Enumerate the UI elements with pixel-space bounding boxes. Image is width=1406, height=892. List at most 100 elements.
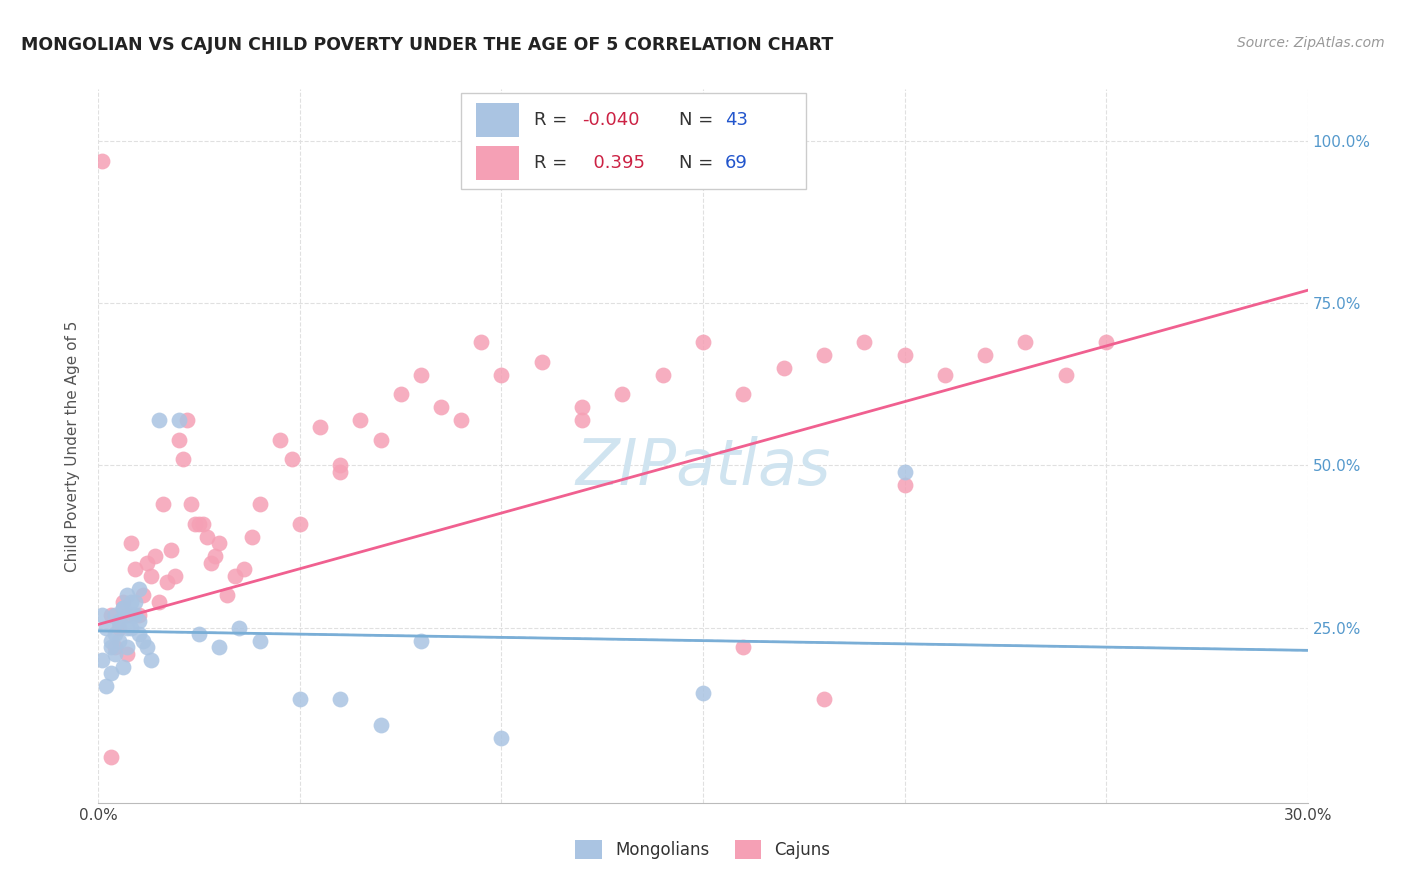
Point [128, 607, 150, 622]
Point [329, 458, 352, 473]
Point [329, 465, 352, 479]
Point [156, 575, 179, 590]
Point [470, 335, 492, 350]
Point [111, 659, 134, 673]
Point [91, 153, 114, 168]
Point [193, 516, 215, 531]
Point [184, 516, 207, 531]
Point [91, 653, 114, 667]
Point [124, 607, 146, 622]
Text: 43: 43 [724, 111, 748, 128]
Point [281, 452, 304, 467]
Point [124, 595, 146, 609]
Point [139, 653, 162, 667]
Point [135, 640, 157, 654]
Point [103, 647, 125, 661]
Point [96, 679, 118, 693]
Point [1095, 335, 1118, 350]
Point [167, 413, 190, 427]
Point [135, 556, 157, 570]
Point [120, 607, 142, 622]
Point [180, 497, 202, 511]
Point [309, 419, 332, 434]
Point [100, 666, 122, 681]
Point [530, 354, 553, 368]
Text: N =: N = [679, 153, 718, 171]
Point [1014, 335, 1036, 350]
Point [733, 640, 755, 654]
Point [288, 692, 311, 706]
Point [111, 601, 134, 615]
Point [491, 368, 513, 382]
Point [115, 647, 138, 661]
FancyBboxPatch shape [475, 145, 519, 180]
Point [692, 685, 714, 699]
Point [389, 387, 412, 401]
Point [103, 640, 125, 654]
Point [107, 633, 129, 648]
Point [692, 335, 714, 350]
Point [103, 627, 125, 641]
Point [288, 516, 311, 531]
Point [204, 549, 226, 564]
Point [232, 562, 254, 576]
Point [893, 478, 915, 492]
Point [188, 627, 211, 641]
Text: R =: R = [534, 111, 572, 128]
Point [195, 530, 218, 544]
Point [148, 595, 170, 609]
Text: N =: N = [679, 111, 718, 128]
Text: 69: 69 [724, 153, 748, 171]
Y-axis label: Child Poverty Under the Age of 5: Child Poverty Under the Age of 5 [65, 320, 80, 572]
Point [160, 542, 183, 557]
Point [167, 433, 190, 447]
Point [103, 607, 125, 622]
Point [853, 335, 876, 350]
Point [934, 368, 956, 382]
Point [96, 621, 118, 635]
Point [115, 621, 138, 635]
Point [370, 433, 392, 447]
Point [329, 692, 352, 706]
Point [430, 400, 453, 414]
Text: 0.395: 0.395 [582, 153, 645, 171]
Text: Source: ZipAtlas.com: Source: ZipAtlas.com [1237, 36, 1385, 50]
Point [100, 640, 122, 654]
Point [132, 633, 155, 648]
Point [217, 588, 239, 602]
Point [188, 516, 211, 531]
Point [111, 595, 134, 609]
Point [115, 640, 138, 654]
FancyBboxPatch shape [475, 103, 519, 137]
Point [612, 387, 634, 401]
Point [124, 562, 146, 576]
Point [893, 348, 915, 362]
Point [115, 588, 138, 602]
Point [111, 601, 134, 615]
Point [200, 556, 222, 570]
Point [115, 607, 138, 622]
Point [974, 348, 997, 362]
Point [148, 413, 170, 427]
Point [893, 465, 915, 479]
Text: R =: R = [534, 153, 572, 171]
Point [813, 692, 835, 706]
Point [100, 633, 122, 648]
Point [208, 640, 231, 654]
Point [100, 750, 122, 764]
Point [143, 549, 166, 564]
Point [139, 568, 162, 582]
Point [120, 595, 142, 609]
Text: MONGOLIAN VS CAJUN CHILD POVERTY UNDER THE AGE OF 5 CORRELATION CHART: MONGOLIAN VS CAJUN CHILD POVERTY UNDER T… [21, 36, 834, 54]
Point [172, 452, 194, 467]
Point [91, 607, 114, 622]
Point [120, 621, 142, 635]
Point [571, 400, 593, 414]
Point [571, 413, 593, 427]
Point [128, 627, 150, 641]
Point [132, 588, 155, 602]
Point [163, 568, 186, 582]
Legend: Mongolians, Cajuns: Mongolians, Cajuns [568, 833, 838, 866]
Point [176, 413, 198, 427]
Point [152, 497, 174, 511]
